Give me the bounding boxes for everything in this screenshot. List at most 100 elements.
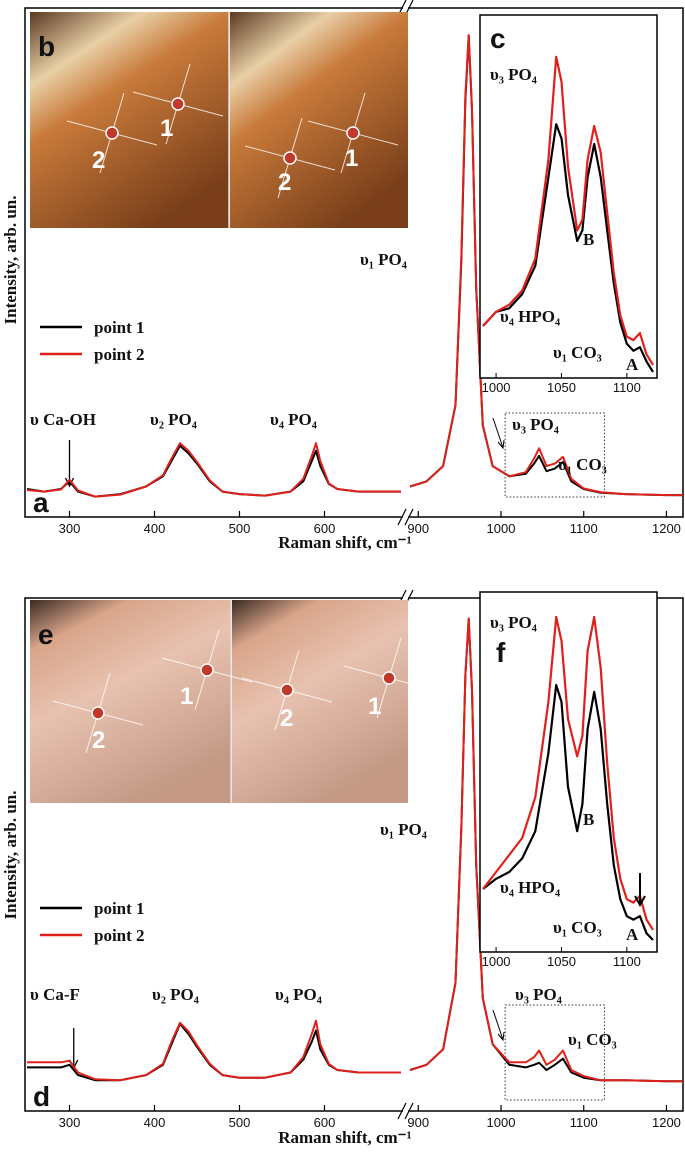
peak-annotation: υ Ca-OH: [30, 410, 96, 429]
panel-letter: c: [490, 23, 506, 54]
peak-annotation: A: [626, 925, 639, 944]
point-label: 1: [160, 115, 173, 142]
x-tick-label: 1100: [570, 521, 598, 536]
x-tick-label: 1100: [613, 954, 641, 969]
x-tick-label: 1000: [487, 1115, 516, 1130]
axis-break: [397, 1102, 414, 1120]
peak-annotation: B: [583, 230, 594, 249]
x-tick-label: 400: [144, 521, 166, 536]
x-tick-label: 1050: [547, 954, 576, 969]
arrow: [492, 417, 505, 450]
point-label: 1: [368, 693, 381, 720]
photo-e: 1 2 2 1 e: [30, 600, 435, 803]
spectrum-line: [26, 442, 401, 498]
measurement-point: [200, 663, 214, 677]
spectrum-line: [27, 1019, 401, 1082]
x-tick-label: 600: [314, 1115, 336, 1130]
peak-annotation: υ Ca-F: [30, 985, 80, 1004]
arrow: [492, 1009, 505, 1042]
photo: [30, 12, 229, 228]
x-tick-label: 500: [229, 521, 251, 536]
x-axis-label: Raman shift, cm⁻¹: [278, 533, 412, 552]
y-axis-label: Intensity, arb. un.: [1, 196, 20, 325]
point-label: 1: [345, 145, 358, 172]
y-axis-label: Intensity, arb. un.: [1, 791, 20, 920]
legend-label: point 2: [94, 345, 145, 364]
measurement-point: [382, 671, 396, 685]
inset-region: [504, 412, 605, 498]
x-tick-label: 1000: [482, 954, 511, 969]
measurement-point: [91, 706, 105, 720]
legend-label: point 2: [94, 926, 145, 945]
x-tick-label: 300: [59, 521, 81, 536]
peak-annotation: υ₄ PO₄: [270, 410, 317, 429]
x-tick-label: 600: [314, 521, 336, 536]
x-tick-label: 500: [229, 1115, 251, 1130]
inset-spectrum-line: [482, 55, 654, 366]
axis-break: [397, 508, 414, 526]
photo: [232, 600, 408, 803]
peak-annotation: υ₄ PO₄: [275, 985, 322, 1004]
measurement-point: [346, 126, 360, 140]
x-tick-label: 1000: [487, 521, 516, 536]
spectrum-line: [409, 617, 683, 1083]
point-label: 2: [278, 169, 291, 196]
panel-letter: d: [33, 1081, 50, 1112]
x-tick-label: 300: [59, 1115, 81, 1130]
x-tick-label: 1050: [547, 380, 576, 395]
panel-c: 1000 1050 1100 υ₃ PO₄ Bυ₄ HPO₄ υ₁ CO₃ Ac: [479, 14, 658, 395]
peak-annotation: υ₂ PO₄: [150, 410, 197, 429]
inset-frame: [479, 14, 658, 379]
x-tick-label: 400: [144, 1115, 166, 1130]
arrow: [64, 440, 75, 488]
peak-annotation: υ₁ PO₄: [360, 250, 407, 269]
peak-annotation: υ₃ PO₄: [490, 65, 537, 84]
peak-annotation: υ₃ PO₄: [515, 985, 562, 1004]
panel-letter: f: [496, 637, 506, 668]
legend-label: point 1: [94, 318, 145, 337]
inset-spectrum-line: [482, 123, 654, 373]
peak-annotation: υ₄ HPO₄: [500, 878, 560, 897]
panel-a: 300 400 500 600 900 1000 1100 1200 Raman shift, …: [1, 0, 684, 552]
arrow: [634, 873, 646, 908]
panel-f: 1000 1050 1100 υ₃ PO₄ Bυ₄ HPO₄ υ₁ CO₃ Af: [479, 591, 658, 969]
inset-frame: [479, 591, 658, 953]
point-label: 2: [92, 147, 105, 174]
x-tick-label: 1100: [613, 380, 641, 395]
x-axis-label: Raman shift, cm⁻¹: [278, 1128, 412, 1147]
peak-annotation: υ₁ CO₃: [553, 343, 602, 362]
peak-annotation: B: [583, 810, 594, 829]
x-tick-label: 900: [407, 1115, 429, 1130]
plot-frame: [24, 7, 684, 518]
measurement-point: [283, 151, 297, 165]
peak-annotation: υ₄ HPO₄: [500, 307, 560, 326]
peak-annotation: υ₁ PO₄: [380, 820, 427, 839]
point-label: 2: [92, 727, 105, 754]
inset-spectrum-line: [482, 615, 654, 931]
peak-annotation: υ₁ CO₃: [568, 1030, 617, 1049]
point-label: 1: [180, 683, 193, 710]
x-tick-label: 1000: [482, 380, 511, 395]
x-tick-label: 900: [407, 521, 429, 536]
inset-region: [504, 1004, 605, 1101]
panel-letter: a: [33, 487, 49, 518]
peak-annotation: A: [626, 355, 639, 374]
inset-spectrum-line: [482, 683, 654, 941]
peak-annotation: υ₁ CO₃: [558, 455, 607, 474]
photo-b: 2 1 2 1 b: [30, 12, 408, 228]
peak-annotation: υ₃ PO₄: [490, 613, 537, 632]
panel-letter: b: [38, 31, 55, 62]
x-tick-label: 1200: [652, 521, 681, 536]
panel-letter: e: [38, 619, 54, 650]
x-tick-label: 1200: [652, 1115, 681, 1130]
x-tick-label: 1100: [570, 1115, 598, 1130]
measurement-point: [171, 97, 185, 111]
measurement-point: [105, 126, 119, 140]
panel-d: 300 400 500 600 900 1000 1100 1200 Raman shift, …: [1, 589, 684, 1147]
measurement-point: [280, 683, 294, 697]
peak-annotation: υ₂ PO₄: [152, 985, 199, 1004]
point-label: 2: [280, 705, 293, 732]
photo: [230, 12, 408, 228]
peak-annotation: υ₁ CO₃: [553, 918, 602, 937]
